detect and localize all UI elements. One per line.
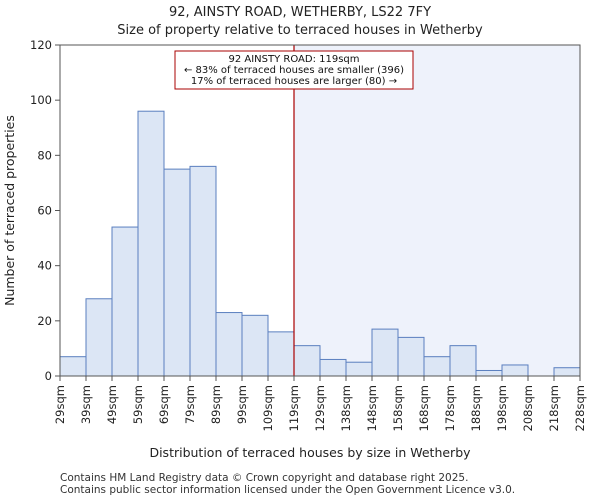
x-tick-label: 79sqm [183, 385, 197, 424]
x-tick-label: 99sqm [235, 385, 249, 424]
x-tick-label: 138sqm [339, 385, 353, 431]
bar-168sqm [424, 357, 450, 376]
x-tick-label: 168sqm [417, 385, 431, 431]
histogram-chart: 92, AINSTY ROAD, WETHERBY, LS22 7FY Size… [0, 0, 600, 500]
x-tick-label: 188sqm [469, 385, 483, 431]
annotation-box: 92 AINSTY ROAD: 119sqm ← 83% of terraced… [175, 51, 413, 89]
annotation-title: 92 AINSTY ROAD: 119sqm [228, 54, 359, 65]
bar-99sqm [242, 315, 268, 376]
y-axis-label: Number of terraced properties [2, 115, 17, 306]
x-tick-label: 129sqm [313, 385, 327, 431]
bar-148sqm [372, 329, 398, 376]
bar-49sqm [112, 227, 138, 376]
bar-39sqm [86, 299, 112, 376]
y-tick-label: 0 [45, 369, 52, 383]
bar-79sqm [190, 166, 216, 376]
x-tick-label: 39sqm [79, 385, 93, 424]
y-tick-label: 120 [30, 38, 52, 52]
footer-licence: Contains public sector information licen… [60, 484, 515, 496]
x-tick-label: 228sqm [573, 385, 587, 431]
x-tick-label: 119sqm [287, 385, 301, 431]
chart-title: 92, AINSTY ROAD, WETHERBY, LS22 7FY [169, 5, 431, 20]
bar-198sqm [502, 365, 528, 376]
bar-59sqm [138, 111, 164, 376]
bar-138sqm [346, 362, 372, 376]
bar-109sqm [268, 332, 294, 376]
bar-178sqm [450, 346, 476, 376]
bar-89sqm [216, 313, 242, 376]
x-tick-label: 158sqm [391, 385, 405, 431]
y-tick-label: 40 [37, 259, 52, 273]
bar-129sqm [320, 359, 346, 376]
annotation-larger: 17% of terraced houses are larger (80) → [191, 76, 397, 87]
bar-69sqm [164, 169, 190, 376]
bar-218sqm [554, 368, 580, 376]
x-axis-label: Distribution of terraced houses by size … [149, 445, 471, 460]
x-tick-label: 29sqm [53, 385, 67, 424]
x-tick-label: 198sqm [495, 385, 509, 431]
annotation-smaller: ← 83% of terraced houses are smaller (39… [184, 65, 404, 76]
x-tick-label: 178sqm [443, 385, 457, 431]
x-tick-label: 148sqm [365, 385, 379, 431]
bar-158sqm [398, 337, 424, 376]
larger-properties-region [294, 45, 580, 376]
y-tick-label: 80 [37, 148, 52, 162]
x-tick-label: 89sqm [209, 385, 223, 424]
chart-subtitle: Size of property relative to terraced ho… [117, 23, 483, 38]
footer-copyright: Contains HM Land Registry data © Crown c… [60, 472, 468, 484]
x-tick-label: 49sqm [105, 385, 119, 424]
x-tick-label: 69sqm [157, 385, 171, 424]
y-tick-label: 60 [37, 204, 52, 218]
x-tick-label: 218sqm [547, 385, 561, 431]
y-tick-label: 100 [30, 93, 52, 107]
x-tick-label: 59sqm [131, 385, 145, 424]
x-tick-label: 208sqm [521, 385, 535, 431]
bar-188sqm [476, 370, 502, 376]
bar-29sqm [60, 357, 86, 376]
y-tick-label: 20 [37, 314, 52, 328]
bar-119sqm [294, 346, 320, 376]
x-tick-label: 109sqm [261, 385, 275, 431]
